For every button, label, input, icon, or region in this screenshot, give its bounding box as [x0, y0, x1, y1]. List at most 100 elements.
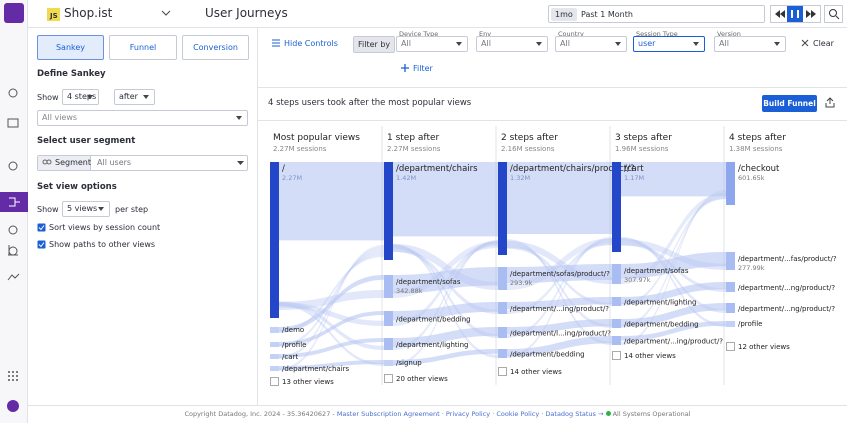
filter-select[interactable]: All	[555, 36, 627, 52]
steps-select[interactable]: 4 steps	[62, 89, 99, 105]
chevron[interactable]	[161, 9, 171, 17]
node[interactable]	[270, 366, 279, 371]
tab[interactable]: Funnel	[109, 35, 177, 60]
flow	[393, 240, 498, 366]
pause-button[interactable]	[787, 6, 803, 22]
avatar[interactable]	[7, 400, 19, 412]
hide-controls[interactable]: Hide Controls	[284, 39, 338, 48]
icon[interactable]	[7, 273, 20, 281]
section-title: Select user segment	[37, 136, 136, 146]
icon[interactable]	[8, 88, 18, 98]
flow	[393, 162, 498, 237]
flow	[621, 252, 726, 279]
checkbox[interactable]	[37, 223, 46, 232]
footer-link[interactable]: Cookie Policy	[496, 410, 540, 418]
node[interactable]	[498, 302, 507, 314]
forward-button[interactable]	[806, 10, 816, 18]
node[interactable]	[270, 354, 279, 359]
segment-select[interactable]: Segment All users	[37, 155, 248, 171]
node-label: /department/...fas/product/?	[738, 255, 837, 263]
direction-select[interactable]: after	[114, 89, 155, 105]
tab[interactable]: Conversion	[182, 35, 249, 60]
icon[interactable]	[8, 161, 18, 171]
node-value: 1.42M	[396, 174, 416, 182]
divider	[258, 120, 847, 121]
icon[interactable]	[8, 246, 18, 256]
tab[interactable]: Sankey	[37, 35, 104, 60]
filter-select[interactable]: All	[396, 36, 468, 52]
build-funnel[interactable]: Build Funnel	[762, 95, 817, 112]
back-button[interactable]	[775, 10, 785, 18]
filter-select[interactable]: All	[714, 36, 786, 52]
node[interactable]	[498, 162, 507, 255]
node[interactable]	[384, 275, 393, 298]
node[interactable]	[498, 349, 507, 358]
flow	[393, 244, 498, 338]
node[interactable]	[384, 338, 393, 350]
top-bar: JS Shop.ist User Journeys 1mo Past 1 Mon…	[28, 0, 847, 28]
filter-by: Filter by	[353, 36, 396, 53]
other-node[interactable]	[270, 377, 279, 386]
segment-label: Segment	[55, 158, 91, 167]
node[interactable]	[612, 319, 621, 328]
time-picker[interactable]: 1mo Past 1 Month	[548, 5, 765, 23]
node-label: /demo	[282, 326, 304, 334]
app-name[interactable]: Shop.ist	[64, 6, 113, 20]
node[interactable]	[384, 162, 393, 260]
label: per step	[115, 205, 149, 214]
node[interactable]	[612, 264, 621, 284]
node-label: /cart	[624, 164, 644, 174]
plus-icon	[401, 64, 409, 72]
node[interactable]	[726, 252, 735, 270]
footer-link[interactable]: Datadog Status →	[545, 410, 604, 418]
node[interactable]	[384, 311, 393, 326]
checkbox[interactable]	[37, 240, 46, 249]
flow	[279, 162, 384, 241]
node[interactable]	[726, 303, 735, 313]
node[interactable]	[612, 297, 621, 306]
footer-link[interactable]: Master Subscription Agreement	[336, 410, 440, 418]
node[interactable]	[726, 282, 735, 292]
other-node[interactable]	[612, 351, 621, 360]
flow	[279, 338, 384, 358]
icon[interactable]	[8, 225, 18, 235]
views-select[interactable]: 5 views	[62, 201, 110, 217]
flow	[279, 301, 384, 350]
flow	[393, 241, 498, 326]
clear-button[interactable]: Clear	[813, 39, 834, 48]
view-input[interactable]: All views	[37, 110, 248, 126]
node[interactable]	[726, 321, 735, 327]
other-node[interactable]	[726, 342, 735, 351]
active-nav[interactable]	[0, 192, 28, 212]
filter-select[interactable]: All	[476, 36, 548, 52]
node[interactable]	[270, 342, 279, 347]
other-node[interactable]	[498, 367, 507, 376]
flow	[621, 196, 726, 306]
icon[interactable]	[7, 118, 19, 128]
node-label: /department/...ing/product/?	[624, 338, 723, 346]
node[interactable]	[498, 327, 507, 338]
icon[interactable]	[8, 371, 18, 381]
node[interactable]	[384, 360, 393, 366]
node[interactable]	[726, 162, 735, 205]
icon[interactable]	[8, 245, 18, 256]
flow	[507, 238, 612, 338]
logo[interactable]	[4, 3, 24, 23]
node-label: /checkout	[738, 164, 780, 174]
column-title: 2 steps after	[501, 133, 558, 143]
share-icon[interactable]	[825, 97, 835, 108]
node[interactable]	[270, 327, 279, 333]
node-label: /department/chairs	[396, 164, 478, 174]
other-node[interactable]	[384, 374, 393, 383]
node[interactable]	[612, 336, 621, 345]
filter-select[interactable]: user	[633, 36, 705, 52]
node[interactable]	[270, 162, 279, 318]
flow	[279, 302, 384, 326]
zoom-button[interactable]	[824, 5, 843, 23]
flow	[279, 360, 384, 370]
column-title: Most popular views	[273, 133, 360, 143]
node[interactable]	[498, 267, 507, 290]
add-filter[interactable]: Filter	[413, 64, 433, 73]
node[interactable]	[612, 162, 621, 252]
footer-link[interactable]: Privacy Policy	[445, 410, 491, 418]
